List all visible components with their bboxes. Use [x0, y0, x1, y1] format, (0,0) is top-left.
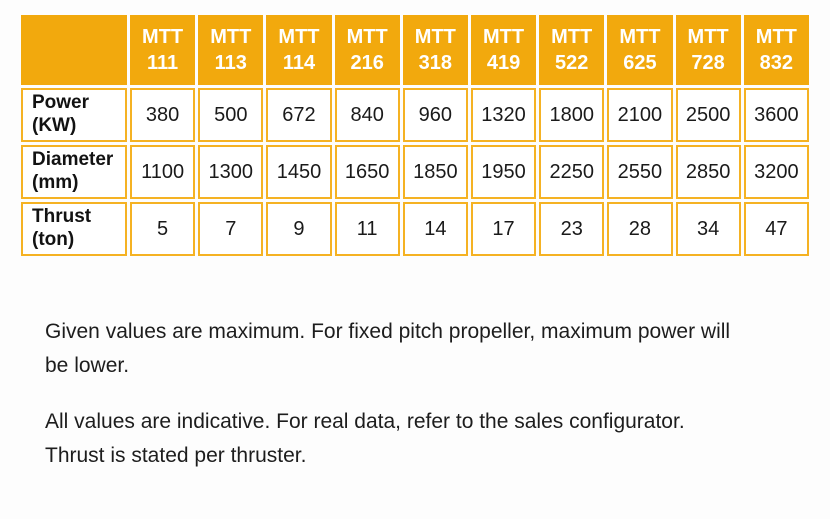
value-cell: 1100: [130, 145, 196, 199]
model-header-mtt-625: MTT 625: [607, 15, 673, 85]
value-cell: 3200: [743, 145, 809, 199]
model-header-mtt-216: MTT 216: [334, 15, 400, 85]
spec-table-body: Power (KW) 380 500 672 840 960 1320 1800 2100 250…: [21, 88, 809, 256]
value-cell: 11: [334, 202, 400, 256]
value-cell: 14: [402, 202, 468, 256]
value-cell: 672: [266, 88, 332, 142]
row-label: Diameter (mm): [21, 145, 127, 199]
value-cell: 2500: [675, 88, 741, 142]
table-row: Power (KW) 380 500 672 840 960 1320 1800 2100 250…: [21, 88, 809, 142]
value-cell: 1800: [539, 88, 605, 142]
value-cell: 2850: [675, 145, 741, 199]
row-label: Power (KW): [21, 88, 127, 142]
value-cell: 3600: [743, 88, 809, 142]
model-header-mtt-832: MTT 832: [743, 15, 809, 85]
value-cell: 1650: [334, 145, 400, 199]
value-cell: 17: [470, 202, 537, 256]
table-row: Thrust (ton) 5 7 9 11 14 17 23 28 34 47: [21, 202, 809, 256]
value-cell: 7: [198, 202, 264, 256]
model-header-mtt-522: MTT 522: [539, 15, 605, 85]
value-cell: 1450: [266, 145, 332, 199]
footnotes: Given values are maximum. For fixed pitc…: [45, 315, 775, 473]
value-cell: 2550: [607, 145, 673, 199]
value-cell: 1850: [402, 145, 468, 199]
value-cell: 9: [266, 202, 332, 256]
note-indicative-values: All values are indicative. For real data…: [45, 410, 685, 467]
value-cell: 2250: [539, 145, 605, 199]
value-cell: 500: [198, 88, 264, 142]
model-header-mtt-728: MTT 728: [675, 15, 741, 85]
model-header-mtt-114: MTT 114: [266, 15, 332, 85]
value-cell: 34: [675, 202, 741, 256]
value-cell: 1300: [198, 145, 264, 199]
model-header-mtt-113: MTT 113: [198, 15, 264, 85]
model-header-mtt-419: MTT 419: [470, 15, 537, 85]
value-cell: 960: [402, 88, 468, 142]
value-cell: 47: [743, 202, 809, 256]
value-cell: 1950: [470, 145, 537, 199]
note-maximum-values: Given values are maximum. For fixed pitc…: [45, 320, 731, 377]
thruster-spec-table: MTT 111 MTT 113 MTT 114 MTT 216 MTT 318 MTT 4…: [18, 12, 812, 259]
model-header-mtt-111: MTT 111: [130, 15, 196, 85]
value-cell: 28: [607, 202, 673, 256]
value-cell: 840: [334, 88, 400, 142]
value-cell: 380: [130, 88, 196, 142]
row-label: Thrust (ton): [21, 202, 127, 256]
page: MTT 111 MTT 113 MTT 114 MTT 216 MTT 318 MTT 4…: [0, 12, 830, 519]
table-row: Diameter (mm) 1100 1300 1450 1650 1850 1950 225…: [21, 145, 809, 199]
model-header-row: MTT 111 MTT 113 MTT 114 MTT 216 MTT 318 MTT 4…: [21, 15, 809, 85]
value-cell: 5: [130, 202, 196, 256]
value-cell: 23: [539, 202, 605, 256]
value-cell: 2100: [607, 88, 673, 142]
value-cell: 1320: [470, 88, 537, 142]
corner-cell: [21, 15, 127, 85]
model-header-mtt-318: MTT 318: [402, 15, 468, 85]
